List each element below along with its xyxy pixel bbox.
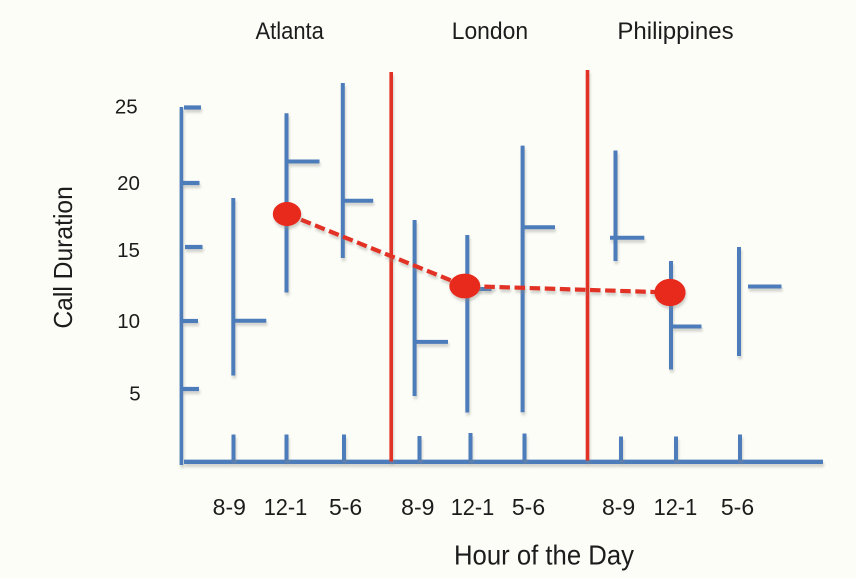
svg-text:25: 25: [115, 96, 138, 119]
svg-text:London: London: [452, 18, 528, 45]
svg-text:8-9: 8-9: [401, 494, 434, 520]
svg-text:Hour of the Day: Hour of the Day: [454, 540, 634, 571]
svg-text:Atlanta: Atlanta: [256, 18, 325, 45]
svg-text:20: 20: [117, 172, 140, 195]
svg-text:15: 15: [117, 239, 140, 262]
svg-text:10: 10: [117, 310, 140, 333]
svg-text:5-6: 5-6: [721, 494, 754, 520]
svg-text:12-1: 12-1: [451, 494, 495, 520]
svg-text:5: 5: [129, 382, 140, 405]
svg-text:12-1: 12-1: [654, 494, 698, 520]
svg-text:5-6: 5-6: [329, 494, 362, 520]
svg-text:Philippines: Philippines: [617, 18, 733, 45]
svg-text:12-1: 12-1: [264, 494, 308, 520]
svg-text:Call Duration: Call Duration: [48, 186, 78, 329]
svg-text:5-6: 5-6: [512, 494, 545, 520]
svg-text:8-9: 8-9: [602, 494, 635, 520]
svg-text:8-9: 8-9: [213, 494, 246, 520]
